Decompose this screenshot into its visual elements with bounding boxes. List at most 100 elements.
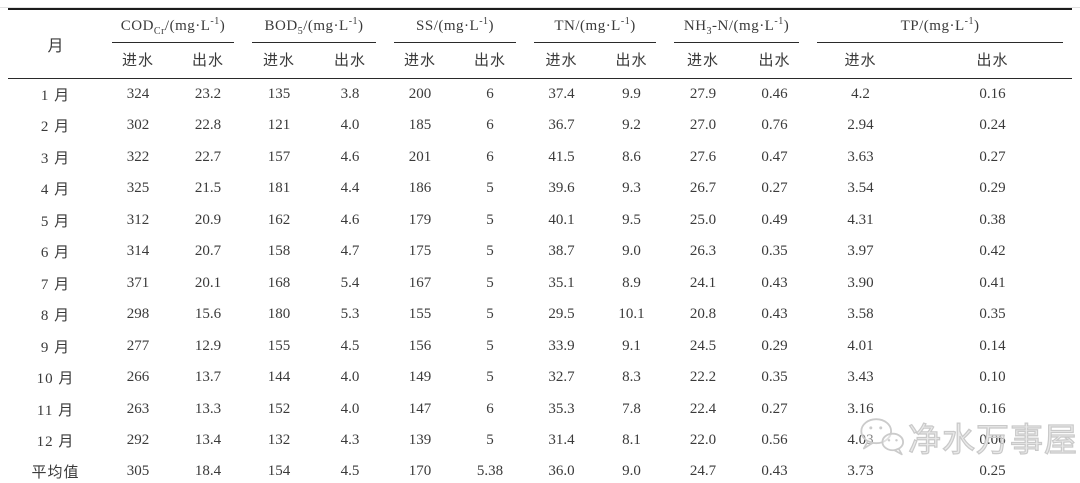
table-row-average: 平均值 305 18.4 154 4.5 170 5.38 36.0 9.0 24.7 0.43 3.… <box>8 457 1072 483</box>
table-cell: 3.73 <box>847 463 874 479</box>
table-cell: 322 <box>126 148 150 165</box>
table-cell: 0.43 <box>761 306 788 323</box>
table-cell: 0.14 <box>979 337 1006 354</box>
row-label: 5 月 <box>40 213 71 230</box>
water-quality-table: 月 CODCr/(mg·L-1) BOD5/(mg·L-1) SS/(mg·L-… <box>8 7 1073 483</box>
table-cell: 325 <box>126 180 150 197</box>
table-cell: 35.3 <box>548 400 575 417</box>
table-cell: 15.6 <box>194 306 222 323</box>
table-cell: 180 <box>267 306 291 323</box>
table-cell: 3.58 <box>847 306 874 323</box>
table-cell: 132 <box>267 432 291 449</box>
table-cell: 324 <box>126 86 150 102</box>
table-cell: 144 <box>267 369 291 386</box>
table-cell: 121 <box>267 117 291 134</box>
table-row: 6 月 314 20.7 158 4.7 175 5 38.7 9.0 26.3 0.35 3.97 0… <box>8 236 1072 268</box>
table-cell: 298 <box>126 306 150 323</box>
table-cell: 6 <box>486 148 494 165</box>
table-cell: 0.35 <box>761 243 788 260</box>
table-cell: 0.56 <box>761 432 788 449</box>
table-cell: 12.9 <box>194 337 222 354</box>
table-cell: 27.6 <box>689 148 717 165</box>
table-cell: 20.9 <box>194 211 222 228</box>
group-header-row: 月 CODCr/(mg·L-1) BOD5/(mg·L-1) SS/(mg·L-… <box>8 8 1072 79</box>
table-cell: 3.8 <box>340 86 360 102</box>
table-cell: 156 <box>408 337 432 354</box>
table-cell: 5 <box>486 180 494 197</box>
table-cell: 3.97 <box>847 243 874 260</box>
table-cell: 36.0 <box>548 463 575 479</box>
table-cell: 155 <box>267 337 291 354</box>
table-cell: 4.5 <box>340 463 360 479</box>
row-label: 3 月 <box>40 150 71 167</box>
table-cell: 9.1 <box>622 337 641 354</box>
table-cell: 5 <box>486 306 494 323</box>
row-label: 9 月 <box>40 339 71 356</box>
column-group-ss: SS/(mg·L-1) <box>385 9 525 43</box>
table-cell: 5 <box>486 432 494 449</box>
table-cell: 0.35 <box>761 369 788 386</box>
table-cell: 200 <box>408 86 432 102</box>
table-cell: 185 <box>408 117 432 134</box>
table-cell: 5 <box>486 337 494 354</box>
table-cell: 0.06 <box>979 432 1006 449</box>
table-cell: 5 <box>486 211 494 228</box>
table-cell: 0.49 <box>761 211 788 228</box>
table-cell: 4.2 <box>851 86 870 102</box>
table-cell: 22.7 <box>194 148 222 165</box>
table-body: 1 月 324 23.2 135 3.8 200 6 37.4 9.9 27.9 0.46 4.2 0.… <box>8 79 1072 483</box>
table-cell: 22.4 <box>689 400 717 417</box>
table-cell: 24.5 <box>689 337 717 354</box>
table-cell: 23.2 <box>194 86 222 102</box>
table-cell: 4.6 <box>340 211 360 228</box>
table-cell: 41.5 <box>548 148 575 165</box>
table-cell: 4.7 <box>340 243 360 260</box>
table-cell: 8.6 <box>622 148 641 165</box>
table-cell: 7.8 <box>622 400 641 417</box>
table-cell: 371 <box>126 274 150 291</box>
table-cell: 4.6 <box>340 148 360 165</box>
table-cell: 6 <box>486 117 494 134</box>
table-cell: 263 <box>126 400 150 417</box>
table-cell: 22.0 <box>689 432 717 449</box>
table-cell: 314 <box>126 243 150 260</box>
subheader-tn-out: 出水 <box>598 43 666 79</box>
table-cell: 277 <box>126 337 150 354</box>
table-cell: 175 <box>408 243 432 260</box>
table-row: 7 月 371 20.1 168 5.4 167 5 35.1 8.9 24.1 0.43 3.90 0… <box>8 268 1072 300</box>
table-row: 10 月 266 13.7 144 4.0 149 5 32.7 8.3 22.2 0.35 3.43… <box>8 362 1072 394</box>
table-cell: 26.7 <box>689 180 717 197</box>
table-cell: 0.10 <box>979 369 1006 386</box>
table-cell: 139 <box>408 432 432 449</box>
column-group-tn: TN/(mg·L-1) <box>525 9 665 43</box>
table-cell: 0.25 <box>979 463 1006 479</box>
table-cell: 0.38 <box>979 211 1006 228</box>
row-label: 1 月 <box>40 88 71 104</box>
row-label: 12 月 <box>36 434 75 451</box>
table-cell: 13.4 <box>194 432 222 449</box>
table-cell: 170 <box>408 463 432 479</box>
table-cell: 9.9 <box>622 86 641 102</box>
table-cell: 167 <box>408 274 432 291</box>
column-group-nh3n: NH3-N/(mg·L-1) <box>665 9 808 43</box>
table-cell: 3.16 <box>847 400 874 417</box>
column-group-tp: TP/(mg·L-1) <box>808 9 1072 43</box>
table-cell: 21.5 <box>194 180 222 197</box>
table-cell: 10.1 <box>618 306 645 323</box>
table-cell: 8.1 <box>622 432 641 449</box>
table-cell: 37.4 <box>548 86 575 102</box>
table-cell: 3.90 <box>847 274 874 291</box>
table-cell: 152 <box>267 400 291 417</box>
table-cell: 158 <box>267 243 291 260</box>
table-cell: 0.16 <box>979 86 1006 102</box>
table-cell: 305 <box>126 463 150 479</box>
table-cell: 24.1 <box>689 274 717 291</box>
table-cell: 0.43 <box>761 274 788 291</box>
table-cell: 4.31 <box>847 211 874 228</box>
table-cell: 201 <box>408 148 432 165</box>
table-cell: 0.76 <box>761 117 788 134</box>
table-cell: 0.29 <box>979 180 1006 197</box>
table-cell: 35.1 <box>548 274 575 291</box>
table-cell: 155 <box>408 306 432 323</box>
table-cell: 4.0 <box>340 369 360 386</box>
